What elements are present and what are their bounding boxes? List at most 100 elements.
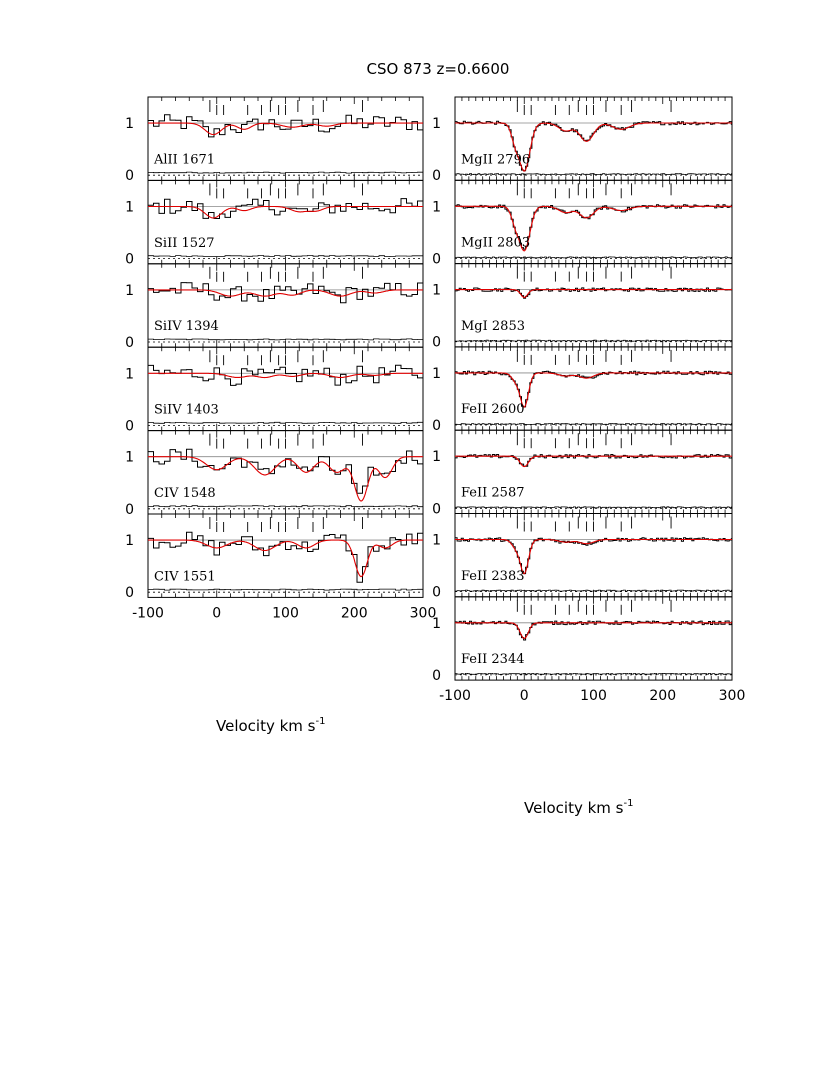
- spectrum-panel: FeII 2587 1 0: [432, 429, 733, 517]
- x-axis-label-right: Velocity km s-1: [524, 798, 633, 817]
- model-fit-line: [148, 372, 423, 379]
- y-tick-label: 0: [432, 501, 441, 517]
- y-tick-label: 0: [432, 585, 441, 601]
- x-tick-label: 0: [520, 688, 529, 704]
- error-spectrum: [455, 256, 732, 259]
- y-tick-label: 1: [125, 283, 134, 299]
- spectrum-panel: MgII 2796 1 0: [432, 96, 733, 184]
- spectrum-panel: AlII 1671 1 0: [125, 96, 424, 184]
- ion-label: AlII 1671: [153, 152, 215, 167]
- error-spectrum: [148, 171, 423, 174]
- model-fit-line: [455, 372, 732, 408]
- x-tick-label: 300: [410, 605, 437, 621]
- error-spectrum: [148, 421, 423, 424]
- data-spectrum: [455, 537, 732, 575]
- x-axis-label-exponent: -1: [316, 716, 326, 727]
- y-tick-label: 1: [125, 533, 134, 549]
- error-spectrum: [455, 673, 732, 675]
- error-spectrum: [455, 339, 732, 342]
- x-tick-label: 200: [649, 688, 676, 704]
- spectrum-panel: SiIV 1403 1 0: [125, 346, 424, 434]
- x-tick-label: 300: [719, 688, 746, 704]
- y-tick-label: 1: [432, 116, 441, 132]
- model-fit-line: [455, 622, 732, 639]
- ion-label: SiIV 1394: [154, 319, 219, 334]
- y-tick-label: 1: [432, 283, 441, 299]
- data-spectrum: [148, 364, 423, 386]
- y-tick-label: 0: [432, 251, 441, 267]
- model-fit-line: [455, 455, 732, 468]
- error-spectrum: [455, 506, 732, 509]
- error-spectrum: [455, 589, 732, 592]
- spectrum-panel: SiIV 1394 1 0: [125, 263, 424, 351]
- spectrum-panel: SiII 1527 1 0: [125, 179, 424, 268]
- x-tick-label: 0: [212, 605, 221, 621]
- x-tick-label: 100: [580, 688, 607, 704]
- data-spectrum: [148, 448, 423, 494]
- y-tick-label: 1: [432, 366, 441, 382]
- spectrum-panel: CIV 1551 1 0: [125, 513, 424, 601]
- ion-label: CIV 1548: [154, 486, 216, 501]
- y-tick-label: 1: [432, 449, 441, 465]
- model-fit-line: [148, 122, 423, 136]
- x-axis-label-left: Velocity km s-1: [216, 716, 325, 735]
- x-tick-label: 200: [341, 605, 368, 621]
- model-fit-line: [148, 456, 423, 502]
- y-tick-label: 0: [125, 502, 134, 518]
- model-fit-line: [148, 289, 423, 297]
- model-fit-line: [455, 289, 732, 298]
- error-spectrum: [455, 173, 732, 175]
- spectrum-panel: FeII 2600 1 0: [432, 346, 733, 434]
- y-tick-label: 0: [125, 168, 134, 184]
- model-fit-line: [148, 539, 423, 578]
- x-tick-label: -100: [132, 605, 164, 621]
- model-fit-line: [455, 122, 732, 172]
- ion-label: CIV 1551: [154, 569, 216, 584]
- chart-title: CSO 873 z=0.6600: [367, 60, 510, 78]
- y-tick-label: 0: [432, 335, 441, 351]
- ion-label: MgII 2796: [461, 152, 530, 167]
- x-axis-label-exponent: -1: [624, 798, 634, 809]
- data-spectrum: [455, 204, 732, 250]
- y-tick-label: 0: [125, 252, 134, 268]
- ion-label: FeII 2383: [461, 569, 525, 584]
- y-tick-label: 0: [432, 668, 441, 684]
- data-spectrum: [148, 198, 423, 219]
- spectrum-panel: FeII 2344 1 0: [432, 596, 733, 684]
- y-tick-label: 1: [125, 199, 134, 215]
- y-tick-label: 0: [432, 418, 441, 434]
- error-spectrum: [148, 588, 423, 591]
- ion-label: MgI 2853: [461, 319, 525, 334]
- spectrum-panel: CIV 1548 1 0: [125, 430, 424, 518]
- y-tick-label: 1: [125, 450, 134, 466]
- error-spectrum: [455, 423, 732, 425]
- x-tick-label: -100: [439, 688, 471, 704]
- y-tick-label: 1: [432, 199, 441, 215]
- data-spectrum: [148, 531, 423, 583]
- model-fit-line: [148, 205, 423, 219]
- model-fit-line: [455, 538, 732, 575]
- data-spectrum: [455, 620, 732, 641]
- y-tick-label: 0: [125, 418, 134, 434]
- error-spectrum: [148, 338, 423, 341]
- spectrum-panel: MgI 2853 1 0: [432, 263, 733, 351]
- y-tick-label: 0: [125, 335, 134, 351]
- x-axis-label-text: Velocity km s: [216, 717, 316, 735]
- y-tick-label: 1: [432, 616, 441, 632]
- error-spectrum: [148, 505, 423, 508]
- data-spectrum: [455, 370, 732, 408]
- ion-label: FeII 2600: [461, 402, 525, 417]
- y-tick-label: 0: [125, 585, 134, 601]
- model-fit-line: [455, 205, 732, 252]
- x-axis-label-text: Velocity km s: [524, 799, 624, 817]
- y-tick-label: 1: [125, 366, 134, 382]
- ion-label: SiIV 1403: [154, 403, 219, 418]
- ion-label: FeII 2587: [461, 486, 525, 501]
- spectrum-panel: MgII 2803 1 0: [432, 179, 733, 267]
- y-tick-label: 1: [125, 116, 134, 132]
- data-spectrum: [148, 282, 423, 304]
- y-tick-label: 1: [432, 533, 441, 549]
